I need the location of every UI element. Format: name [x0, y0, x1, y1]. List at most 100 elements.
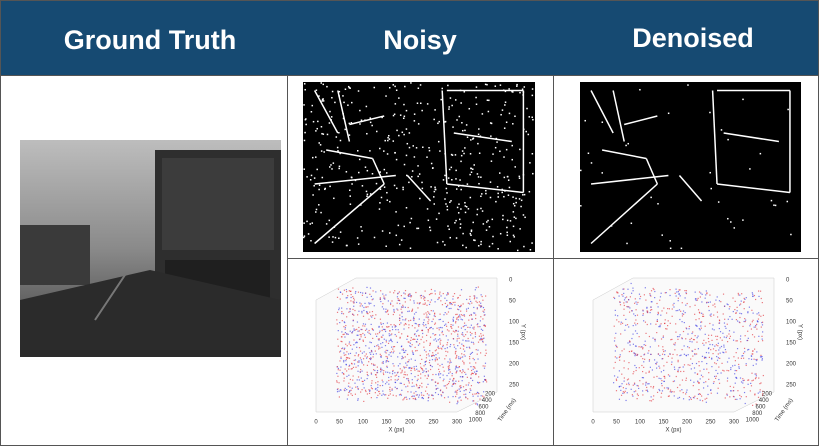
scatter-point: [375, 392, 376, 393]
scatter-point: [650, 310, 651, 311]
scatter-point: [690, 358, 691, 359]
scatter-point: [735, 360, 736, 361]
scatter-point: [385, 331, 386, 332]
event-dot: [360, 204, 362, 206]
scatter-point: [337, 366, 338, 367]
scatter-point: [726, 370, 727, 371]
event-dot: [402, 187, 404, 189]
scatter-point: [663, 337, 664, 338]
scatter-point: [387, 367, 388, 368]
scatter-point: [638, 395, 639, 396]
scatter-point: [377, 384, 378, 385]
scatter-point: [439, 293, 440, 294]
scatter-point: [661, 338, 662, 339]
scatter-point: [752, 405, 753, 406]
event-dot: [468, 208, 470, 210]
event-dot: [385, 245, 387, 247]
scatter-point: [691, 338, 692, 339]
event-dot: [502, 215, 504, 217]
scatter-point: [435, 385, 436, 386]
scatter-point: [627, 324, 628, 325]
scatter-point: [381, 369, 382, 370]
scatter-point: [751, 328, 752, 329]
scatter-point: [618, 321, 619, 322]
scatter-point: [763, 315, 764, 316]
scatter-point: [640, 356, 641, 357]
event-dot: [441, 88, 443, 90]
scatter-point: [423, 325, 424, 326]
scatter-point: [652, 399, 653, 400]
scatter-point: [691, 341, 692, 342]
x-tick-label: 300: [729, 420, 740, 426]
scatter-point: [455, 366, 456, 367]
scatter-point: [410, 370, 411, 371]
event-dot: [348, 86, 350, 88]
scatter-point: [361, 359, 362, 360]
scatter-point: [352, 388, 353, 389]
scatter-point: [755, 326, 756, 327]
scatter-point: [381, 355, 382, 356]
scatter-point: [717, 345, 718, 346]
scatter-point: [729, 330, 730, 331]
scatter-point: [624, 299, 625, 300]
scatter-point: [762, 324, 763, 325]
scatter-point: [619, 386, 620, 387]
scatter-point: [358, 355, 359, 356]
scatter-point: [706, 352, 707, 353]
scatter-point: [402, 399, 403, 400]
scatter-point: [621, 395, 622, 396]
scatter-point: [458, 358, 459, 359]
event-dot: [529, 191, 531, 193]
scatter-point: [388, 314, 389, 315]
scatter-point: [699, 393, 700, 394]
scatter-point: [627, 301, 628, 302]
scatter-point: [438, 394, 439, 395]
scatter-point: [631, 338, 632, 339]
scatter-point: [645, 345, 646, 346]
scatter-point: [393, 309, 394, 310]
scatter-point: [657, 321, 658, 322]
scatter-point: [729, 306, 730, 307]
scatter-point: [709, 295, 710, 296]
scatter-point: [387, 350, 388, 351]
scatter-point: [406, 397, 407, 398]
scatter-point: [424, 304, 425, 305]
scatter-point: [480, 352, 481, 353]
scatter-point: [646, 390, 647, 391]
scatter-point: [343, 380, 344, 381]
scatter-point: [716, 363, 717, 364]
scatter-point: [454, 302, 455, 303]
event-dot: [379, 148, 381, 150]
scatter-point: [458, 326, 459, 327]
scatter-point: [350, 393, 351, 394]
scatter-point: [708, 335, 709, 336]
scatter-point: [674, 395, 675, 396]
scatter-point: [406, 365, 407, 366]
scatter-point: [436, 357, 437, 358]
scatter-point: [724, 336, 725, 337]
event-dot: [519, 149, 521, 151]
event-dot: [668, 113, 670, 115]
scatter-point: [629, 307, 630, 308]
scatter-point: [470, 378, 471, 379]
event-dot: [343, 118, 345, 120]
event-dot: [411, 176, 413, 178]
scatter-point: [383, 372, 384, 373]
event-dot: [492, 236, 494, 238]
scatter-point: [741, 301, 742, 302]
y-tick-label: 0: [509, 278, 513, 284]
scatter-point: [358, 398, 359, 399]
scatter-point: [452, 304, 453, 305]
scatter-point: [727, 341, 728, 342]
scatter-point: [630, 296, 631, 297]
scatter-point: [735, 399, 736, 400]
scatter-point: [410, 391, 411, 392]
event-dot: [323, 100, 325, 102]
scatter-point: [628, 326, 629, 327]
event-dot: [580, 205, 582, 207]
scatter-point: [399, 315, 400, 316]
event-dot: [406, 155, 408, 157]
event-dot: [433, 119, 435, 121]
scatter-point: [456, 356, 457, 357]
scatter-point: [448, 396, 449, 397]
